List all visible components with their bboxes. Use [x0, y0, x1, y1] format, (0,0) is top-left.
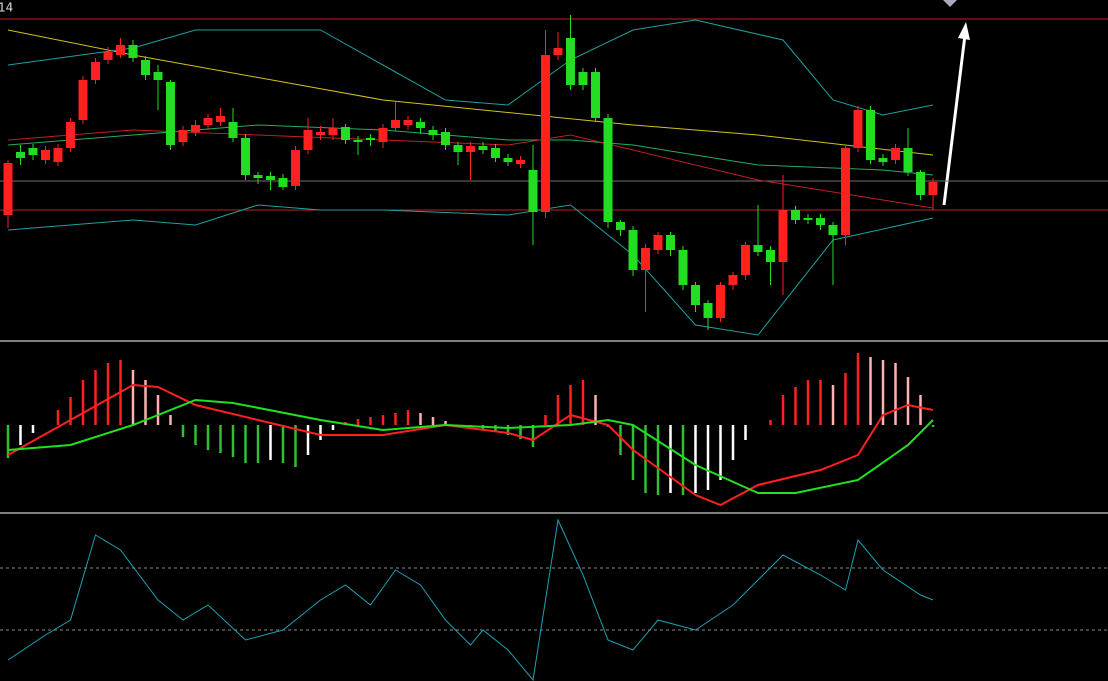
- candle-body: [366, 138, 375, 140]
- indicator-line: [7, 204, 934, 336]
- candle-body: [291, 150, 300, 186]
- candle-body: [703, 303, 713, 318]
- candle-body: [916, 172, 925, 195]
- candle-body: [41, 150, 50, 160]
- candle-body: [716, 285, 725, 318]
- candle-body: [216, 116, 225, 122]
- candle-body: [128, 45, 138, 58]
- candle-body: [441, 132, 450, 145]
- candle-body: [641, 248, 650, 270]
- candle-body: [603, 118, 613, 222]
- candle-body: [466, 146, 475, 152]
- candle-body: [853, 110, 863, 148]
- candle-body: [528, 170, 538, 212]
- candle-body: [678, 250, 688, 285]
- candle-body: [153, 72, 163, 80]
- candle-body: [478, 146, 488, 150]
- candle-body: [141, 60, 150, 75]
- candle-body: [866, 110, 875, 160]
- candle-body: [91, 62, 100, 80]
- candle-body: [616, 222, 625, 230]
- marker: [943, 0, 957, 7]
- candle-body: [903, 148, 913, 172]
- candle-body: [178, 130, 188, 142]
- candle-body: [203, 118, 213, 125]
- candle-body: [566, 38, 575, 85]
- candle-body: [253, 175, 263, 178]
- candle-body: [591, 72, 600, 118]
- candle-body: [803, 218, 813, 220]
- candle-body: [266, 176, 275, 180]
- candle-body: [303, 130, 313, 150]
- candle-body: [328, 128, 338, 135]
- candle-body: [516, 160, 525, 164]
- candle-body: [241, 138, 250, 175]
- candle-body: [378, 128, 388, 142]
- candle-body: [66, 122, 75, 148]
- candle-body: [541, 55, 550, 212]
- candle-body: [316, 132, 325, 135]
- candle-body: [278, 178, 288, 187]
- arrow-head: [958, 22, 970, 40]
- candle-body: [78, 80, 88, 120]
- candle-body: [741, 245, 750, 275]
- candle-body: [628, 230, 638, 270]
- candle-body: [728, 275, 738, 285]
- arrow: [942, 34, 967, 206]
- candle-body: [3, 163, 13, 215]
- candle-body: [491, 148, 500, 158]
- candle-body: [116, 45, 125, 55]
- candle-body: [28, 148, 38, 155]
- indicator-line: [7, 518, 934, 681]
- indicator-line: [7, 383, 934, 507]
- candle-body: [828, 225, 838, 235]
- candle-body: [891, 148, 900, 160]
- candle-body: [228, 122, 238, 138]
- candle-body: [778, 210, 788, 262]
- candle-body: [341, 127, 350, 140]
- candle-body: [353, 140, 363, 142]
- candle-body: [816, 218, 825, 225]
- candle-body: [403, 120, 413, 125]
- candle-body: [428, 130, 438, 135]
- candle-body: [503, 158, 513, 162]
- candle-body: [666, 235, 675, 250]
- indicator-line: [7, 398, 934, 494]
- candle-body: [453, 145, 463, 152]
- candle-body: [878, 158, 888, 162]
- candle-body: [391, 120, 400, 128]
- candle-body: [691, 285, 700, 305]
- candle-body: [841, 148, 850, 235]
- candle-body: [653, 235, 663, 250]
- candle-body: [191, 125, 200, 132]
- candle-body: [16, 152, 25, 158]
- candle-body: [578, 72, 588, 85]
- candle-body: [753, 245, 763, 252]
- candle-body: [53, 148, 63, 162]
- candle-body: [766, 250, 775, 262]
- candle-body: [166, 82, 175, 145]
- candle-body: [416, 122, 425, 128]
- candle-body: [103, 52, 113, 60]
- candle-body: [553, 48, 563, 55]
- label: 14: [0, 1, 13, 15]
- candle-body: [928, 182, 938, 195]
- candle-body: [791, 210, 800, 220]
